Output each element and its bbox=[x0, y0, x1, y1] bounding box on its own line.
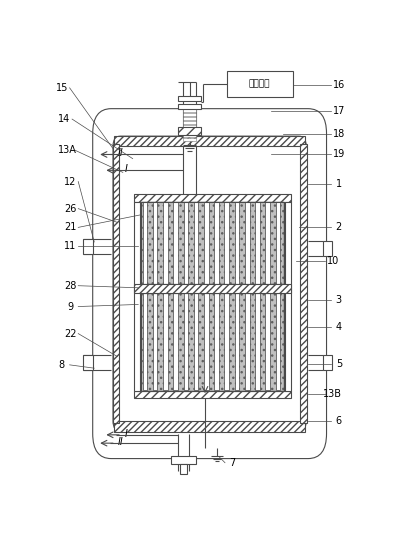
Text: 14: 14 bbox=[58, 114, 71, 124]
Bar bbox=[276, 202, 280, 284]
Bar bbox=[163, 293, 168, 390]
Bar bbox=[324, 241, 332, 256]
Bar bbox=[114, 136, 305, 146]
Bar bbox=[235, 293, 239, 390]
Text: 1: 1 bbox=[336, 179, 342, 189]
Bar bbox=[194, 202, 198, 284]
Bar bbox=[224, 202, 229, 284]
Text: 15: 15 bbox=[56, 83, 68, 93]
Text: 12: 12 bbox=[64, 176, 77, 187]
Bar bbox=[183, 129, 197, 133]
Text: 2: 2 bbox=[336, 222, 342, 233]
Bar bbox=[141, 202, 284, 285]
Bar bbox=[245, 202, 250, 284]
Text: 7: 7 bbox=[229, 458, 236, 468]
Bar bbox=[153, 202, 157, 284]
Bar bbox=[235, 202, 239, 284]
Bar bbox=[171, 457, 196, 464]
Text: 19: 19 bbox=[333, 149, 345, 160]
Bar bbox=[183, 134, 197, 136]
Bar bbox=[153, 293, 157, 390]
Bar bbox=[214, 293, 219, 390]
Bar bbox=[134, 194, 291, 202]
Bar bbox=[141, 202, 284, 285]
Bar bbox=[178, 96, 201, 101]
Bar bbox=[141, 293, 284, 391]
Bar bbox=[141, 202, 284, 285]
Text: 11: 11 bbox=[64, 241, 77, 251]
Text: II: II bbox=[118, 437, 123, 447]
Bar bbox=[183, 117, 197, 120]
Text: 13A: 13A bbox=[58, 146, 77, 155]
Text: 9: 9 bbox=[67, 301, 73, 312]
Text: 8: 8 bbox=[59, 360, 65, 370]
Bar bbox=[183, 293, 188, 390]
Text: 10: 10 bbox=[327, 256, 339, 266]
Bar bbox=[178, 128, 201, 135]
Bar bbox=[214, 202, 219, 284]
Bar bbox=[227, 71, 293, 97]
Text: II: II bbox=[118, 148, 123, 158]
Bar bbox=[266, 202, 270, 284]
Text: 28: 28 bbox=[64, 281, 77, 291]
Bar bbox=[255, 293, 260, 390]
Text: 26: 26 bbox=[64, 203, 77, 214]
Text: 高压电源: 高压电源 bbox=[249, 80, 270, 89]
Text: 16: 16 bbox=[333, 80, 345, 90]
Bar bbox=[255, 202, 260, 284]
Text: I: I bbox=[125, 164, 128, 174]
Text: 21: 21 bbox=[64, 222, 77, 233]
Bar bbox=[134, 202, 141, 391]
Text: 13B: 13B bbox=[323, 389, 342, 399]
Bar bbox=[204, 202, 208, 284]
Text: 4: 4 bbox=[336, 322, 342, 332]
Bar bbox=[183, 121, 197, 124]
Bar bbox=[163, 202, 168, 284]
Bar bbox=[245, 293, 250, 390]
Bar bbox=[83, 355, 93, 370]
Bar bbox=[285, 202, 291, 391]
Bar bbox=[183, 202, 188, 284]
Bar bbox=[276, 293, 280, 390]
Text: 17: 17 bbox=[333, 105, 345, 116]
Bar bbox=[114, 421, 305, 432]
Bar bbox=[143, 293, 147, 390]
Bar bbox=[183, 126, 197, 128]
FancyBboxPatch shape bbox=[113, 136, 306, 431]
Text: 22: 22 bbox=[64, 328, 77, 339]
Text: 5: 5 bbox=[336, 359, 342, 369]
Bar bbox=[173, 202, 178, 284]
Bar bbox=[178, 104, 201, 109]
Bar bbox=[180, 464, 187, 474]
Bar bbox=[141, 293, 284, 391]
Bar bbox=[183, 109, 197, 111]
Bar bbox=[183, 138, 197, 141]
Bar bbox=[324, 355, 332, 370]
Bar bbox=[204, 293, 208, 390]
Text: 18: 18 bbox=[333, 129, 345, 138]
Text: I: I bbox=[125, 428, 128, 439]
Bar bbox=[113, 144, 119, 423]
Bar bbox=[141, 293, 284, 391]
Bar bbox=[83, 239, 93, 254]
Bar bbox=[134, 285, 291, 293]
Bar bbox=[134, 391, 291, 398]
FancyBboxPatch shape bbox=[93, 109, 326, 459]
Bar bbox=[301, 144, 306, 423]
Text: 6: 6 bbox=[336, 416, 342, 426]
Bar bbox=[194, 293, 198, 390]
Bar bbox=[183, 113, 197, 116]
Bar bbox=[173, 293, 178, 390]
Bar bbox=[266, 293, 270, 390]
Text: 3: 3 bbox=[336, 295, 342, 305]
Bar bbox=[224, 293, 229, 390]
Bar bbox=[143, 202, 147, 284]
